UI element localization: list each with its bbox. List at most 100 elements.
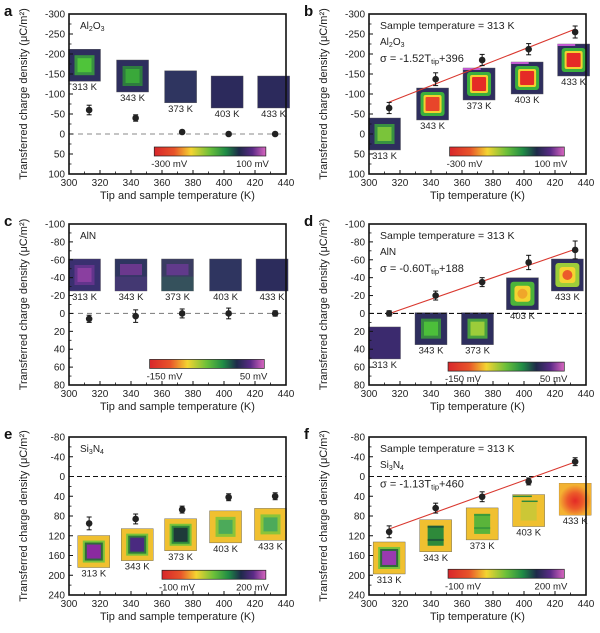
kpfm-inset-image xyxy=(512,494,545,527)
fit-equation: σ = -1.52Ttip+396 xyxy=(380,53,464,66)
inset-background xyxy=(164,70,197,104)
inset-stripe xyxy=(512,495,532,498)
y-tick-label: 0 xyxy=(359,130,365,141)
material-label-part: Al xyxy=(380,37,389,48)
inset-temperature-label: 343 K xyxy=(120,93,145,104)
panel-d: d 313 K 343 K 373 K 403 K 433 K -150 mV 50 mV -1… xyxy=(304,213,595,413)
data-point xyxy=(271,310,279,317)
x-tick-label: 300 xyxy=(361,178,378,189)
kpfm-inset-image xyxy=(210,75,244,109)
plot-frame xyxy=(368,223,587,386)
data-point xyxy=(178,506,186,513)
y-tick-label: 120 xyxy=(348,531,365,542)
inset-temperature-label: 403 K xyxy=(213,292,238,303)
kpfm-inset-image xyxy=(68,258,101,292)
data-point-group xyxy=(178,505,186,514)
y-tick-label: 0 xyxy=(59,309,65,320)
kpfm-inset-image xyxy=(209,258,242,292)
data-point-group xyxy=(178,308,186,319)
panel-f: f 313 K 343 K 373 K 403 K 433 K -100 mV 200 mV -… xyxy=(304,426,595,623)
fit-equation-main: σ = -0.60T xyxy=(380,263,431,275)
data-point-group xyxy=(478,53,486,67)
data-point xyxy=(132,515,139,523)
y-tick-label: 80 xyxy=(54,381,66,392)
x-tick-label: 380 xyxy=(185,178,202,189)
colorbar xyxy=(449,146,565,157)
panel-c: c 313 K 343 K 373 K 403 K 433 K -150 mV 50 mV -1… xyxy=(4,213,295,413)
inset-temperature-label: 343 K xyxy=(420,121,445,132)
kpfm-inset-image xyxy=(116,59,149,93)
y-tick-label: -250 xyxy=(345,30,365,41)
y-tick-label: 0 xyxy=(359,309,365,320)
x-tick-label: 360 xyxy=(454,389,471,400)
material-label-part: 3 xyxy=(101,26,105,33)
inset-background xyxy=(257,75,290,109)
x-tick-label: 420 xyxy=(247,599,264,610)
data-point xyxy=(432,75,439,83)
material-label-part: AlN xyxy=(380,247,396,258)
data-point-group xyxy=(525,477,532,486)
data-point-group xyxy=(432,290,439,301)
colorbar-min-label: -100 mV xyxy=(445,581,482,592)
y-axis-label: Transferred charge density (μC/m²) xyxy=(318,8,330,180)
x-tick-label: 340 xyxy=(423,178,440,189)
inset-temperature-label: 433 K xyxy=(555,292,580,303)
y-tick-label: -20 xyxy=(51,291,66,302)
inset-temperature-label: 433 K xyxy=(563,516,588,527)
inset-temperature-label: 313 K xyxy=(72,82,97,93)
y-tick-label: 0 xyxy=(359,472,365,483)
inset-temperature-label: 343 K xyxy=(423,553,448,564)
inset-temperature-label: 313 K xyxy=(372,360,397,371)
x-tick-label: 320 xyxy=(92,178,109,189)
inset-core xyxy=(173,527,188,542)
sample-temperature-note: Sample temperature = 313 K xyxy=(380,20,515,32)
inset-lower-band xyxy=(115,276,147,291)
inset-temperature-label: 373 K xyxy=(168,552,193,563)
inset-core xyxy=(382,550,397,565)
data-point-group xyxy=(571,457,579,467)
y-tick-label: 240 xyxy=(48,591,65,602)
kpfm-inset-image xyxy=(416,87,449,121)
data-point-group xyxy=(85,314,93,323)
y-tick-label: 100 xyxy=(348,170,365,181)
material-label-part: Al xyxy=(80,21,89,32)
y-tick-label: 40 xyxy=(54,345,66,356)
x-tick-label: 360 xyxy=(154,178,171,189)
data-point xyxy=(132,312,139,320)
inset-core xyxy=(562,269,573,280)
y-tick-label: -40 xyxy=(51,273,66,284)
data-point-group xyxy=(478,491,486,503)
inset-temperature-label: 313 K xyxy=(72,292,97,303)
y-tick-label: 240 xyxy=(348,591,365,602)
x-tick-label: 400 xyxy=(516,178,533,189)
fit-equation-subscript: tip xyxy=(431,267,439,276)
x-tick-label: 340 xyxy=(123,599,140,610)
inset-temperature-label: 433 K xyxy=(561,77,586,88)
x-tick-label: 420 xyxy=(547,389,564,400)
panel-letter: c xyxy=(4,213,12,230)
data-point xyxy=(271,492,279,500)
data-point xyxy=(432,504,439,512)
material-label-part: 3 xyxy=(401,42,405,49)
inset-top-edge xyxy=(463,68,481,70)
colorbar-max-label: 100 mV xyxy=(535,159,568,170)
data-point-group xyxy=(525,43,532,56)
inset-stripe xyxy=(427,538,444,541)
kpfm-inset-image xyxy=(77,535,111,568)
data-point-group xyxy=(385,525,393,539)
inset-stripe xyxy=(521,500,538,503)
kpfm-inset-image xyxy=(372,541,406,575)
colorbar-min-label: -100 mV xyxy=(159,582,196,593)
y-tick-label: -100 xyxy=(345,90,365,101)
y-tick-label: 0 xyxy=(59,472,65,483)
y-tick-label: -250 xyxy=(45,30,65,41)
kpfm-inset-image xyxy=(209,510,242,544)
data-point xyxy=(525,45,532,53)
x-tick-label: 300 xyxy=(61,178,78,189)
sample-temperature-note: Sample temperature = 313 K xyxy=(380,443,515,455)
inset-temperature-label: 313 K xyxy=(372,151,397,162)
y-axis-label: Transferred charge density (μC/m²) xyxy=(18,8,30,180)
kpfm-inset-image xyxy=(254,508,287,541)
inset-temperature-label: 433 K xyxy=(258,541,283,552)
